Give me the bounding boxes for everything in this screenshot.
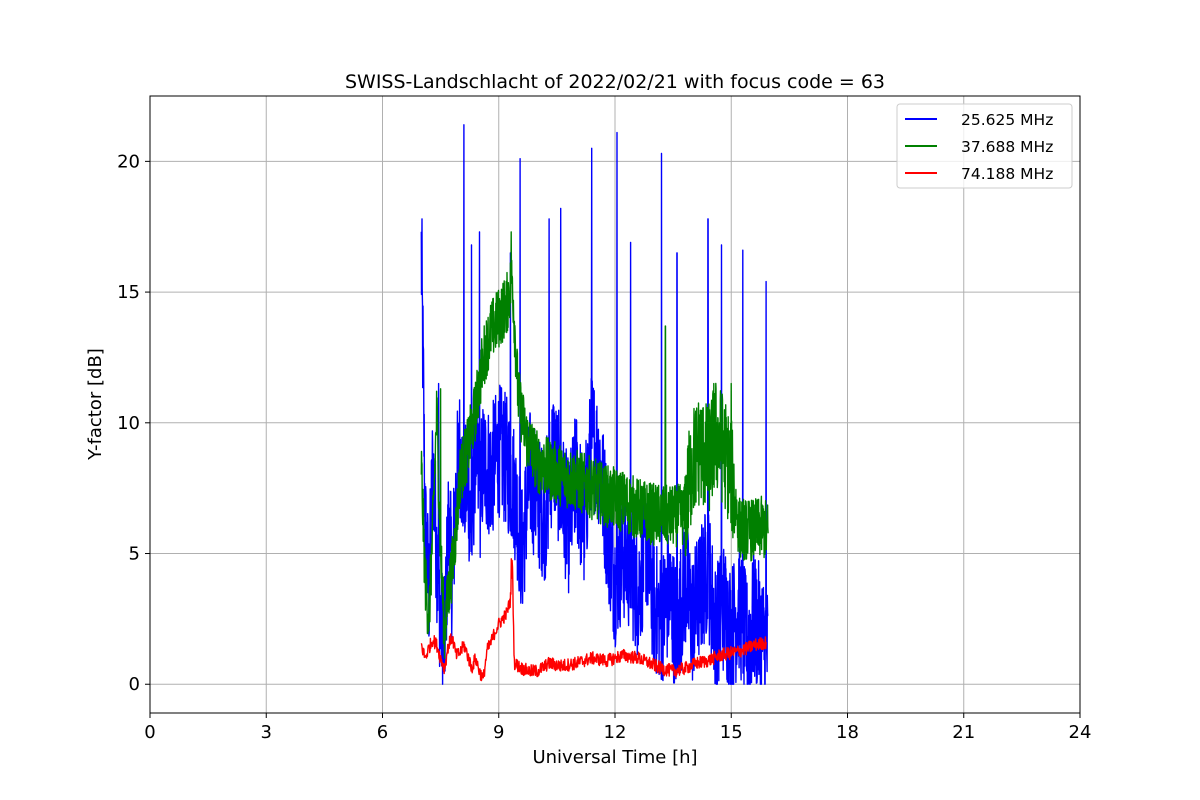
y-tick-label: 20 — [117, 151, 140, 172]
chart-title: SWISS-Landschlacht of 2022/02/21 with fo… — [345, 71, 885, 93]
series-line-1 — [420, 124, 769, 685]
y-tick-label: 5 — [129, 544, 140, 565]
y-tick-label: 0 — [129, 674, 140, 695]
legend-label: 74.188 MHz — [961, 165, 1053, 183]
x-tick-label: 15 — [720, 722, 743, 743]
legend-box — [896, 103, 1073, 189]
y-tick-label: 15 — [117, 282, 140, 303]
y-tick-label: 10 — [117, 413, 140, 434]
x-tick-label: 0 — [144, 722, 155, 743]
legend: 25.625 MHz 37.688 MHz 74.188 MHz — [896, 103, 1073, 189]
series-line-3 — [420, 558, 767, 682]
series-line-2 — [420, 231, 769, 659]
x-tick-label: 21 — [952, 722, 975, 743]
series-layer — [420, 124, 769, 685]
x-tick-label: 24 — [1069, 722, 1092, 743]
x-tick-label: 9 — [493, 722, 504, 743]
axis-ticks: 0 3 6 9 12 15 18 21 24 0 5 10 15 20 — [117, 151, 1091, 743]
y-axis-label: Y-factor [dB] — [85, 348, 106, 461]
x-axis-label: Universal Time [h] — [532, 747, 697, 768]
x-tick-label: 18 — [836, 722, 859, 743]
x-tick-label: 3 — [261, 722, 272, 743]
x-tick-label: 6 — [377, 722, 388, 743]
legend-label: 25.625 MHz — [961, 111, 1053, 129]
x-tick-label: 12 — [604, 722, 627, 743]
legend-label: 37.688 MHz — [961, 138, 1053, 156]
